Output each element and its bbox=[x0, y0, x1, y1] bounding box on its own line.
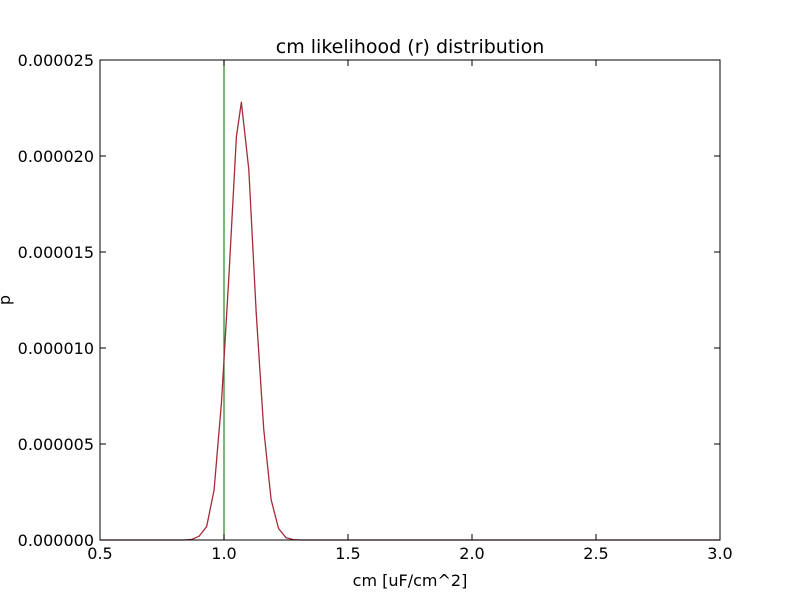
y-tick-label: 0.000005 bbox=[18, 435, 94, 454]
x-tick-label: 1.5 bbox=[335, 544, 360, 563]
y-tick-label: 0.000000 bbox=[18, 531, 94, 550]
chart-title: cm likelihood (r) distribution bbox=[276, 36, 544, 58]
x-axis-label: cm [uF/cm^2] bbox=[353, 571, 468, 590]
x-tick-label: 2.0 bbox=[459, 544, 484, 563]
x-tick-label: 1.0 bbox=[211, 544, 236, 563]
x-tick-label: 0.5 bbox=[87, 544, 112, 563]
x-tick-label: 2.5 bbox=[583, 544, 608, 563]
y-tick-label: 0.000010 bbox=[18, 339, 94, 358]
x-tick-label: 3.0 bbox=[707, 544, 732, 563]
y-tick-label: 0.000020 bbox=[18, 147, 94, 166]
plot-frame bbox=[99, 59, 721, 541]
plot-area: 0.5 1.0 1.5 2.0 2.5 3.0 0.000000 0.000005 0.0000… bbox=[18, 51, 733, 563]
y-tick-label: 0.000015 bbox=[18, 243, 94, 262]
y-axis-label: p bbox=[0, 295, 14, 305]
y-tick-label: 0.000025 bbox=[18, 51, 94, 70]
